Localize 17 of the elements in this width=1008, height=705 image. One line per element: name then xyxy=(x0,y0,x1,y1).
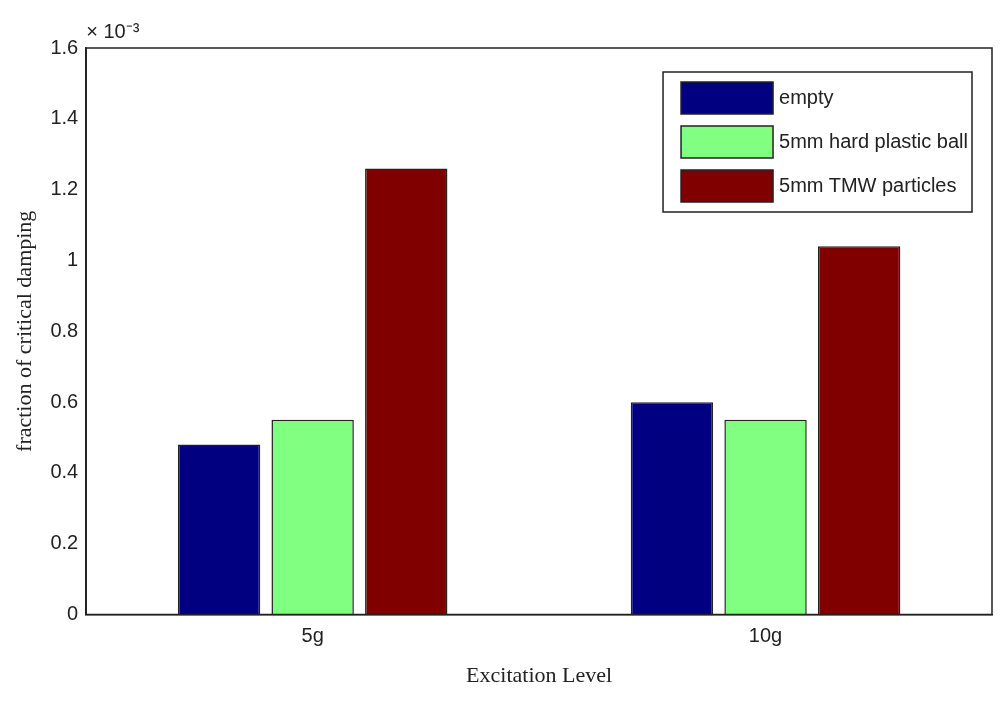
y-tick-label: 1 xyxy=(67,247,79,270)
legend-label: 5mm TMW particles xyxy=(779,173,957,196)
x-axis-title: Excitation Level xyxy=(466,661,613,687)
x-tick-label: 10g xyxy=(748,624,783,647)
y-tick-label: 0.4 xyxy=(50,460,79,483)
legend-label: 5mm hard plastic ball xyxy=(779,129,968,152)
y-tick-label: 1.4 xyxy=(50,106,79,129)
y-tick-label: 0 xyxy=(67,602,79,625)
y-tick-label: 0.8 xyxy=(50,318,79,341)
text: × 10⁻³ xyxy=(86,19,140,42)
y-tick-label: 0.2 xyxy=(50,531,79,554)
y-tick-label: 0.6 xyxy=(50,389,79,412)
y-tick-label: 1.6 xyxy=(50,35,79,58)
y-tick-label: 1.2 xyxy=(50,177,79,200)
y-axis-title: fraction of critical damping xyxy=(10,210,36,452)
x-tick-label: 5g xyxy=(301,624,324,647)
legend-label: empty xyxy=(779,85,834,108)
